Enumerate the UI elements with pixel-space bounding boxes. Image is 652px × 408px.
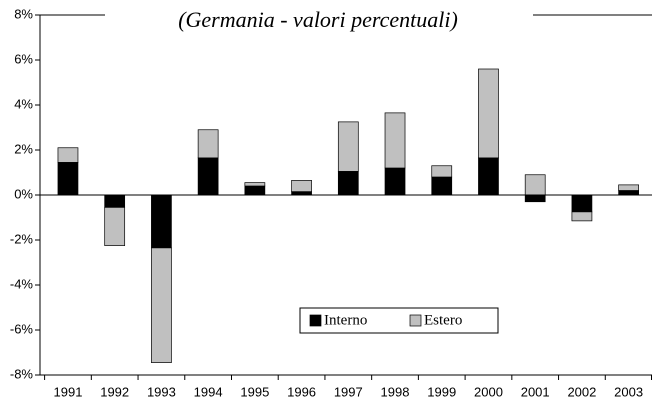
x-tick-label: 1999 [427, 384, 456, 399]
x-tick-label: 1996 [287, 384, 316, 399]
bar-segment [151, 247, 172, 363]
bar-segment [618, 190, 639, 196]
bar-segment [384, 167, 406, 196]
x-tick-label: 1997 [334, 384, 363, 399]
y-tick-label: -6% [10, 321, 34, 336]
bar-segment [478, 157, 499, 196]
bar-segment [197, 157, 219, 196]
bar-segment [618, 184, 639, 191]
x-tick-label: 2001 [521, 384, 550, 399]
bar-segment [384, 112, 406, 169]
bar-segment [337, 171, 359, 196]
x-tick-label: 1998 [381, 384, 410, 399]
bar-segment [57, 162, 79, 196]
x-tick-label: 1995 [240, 384, 269, 399]
bar-segment [244, 182, 266, 187]
bar-segment [291, 180, 312, 192]
legend-box [299, 307, 499, 334]
legend-swatch [409, 314, 422, 327]
bar-segment [571, 194, 593, 213]
legend-label: Interno [324, 312, 367, 328]
x-tick-label: 2000 [474, 384, 503, 399]
chart-title: (Germania - valori percentuali) [178, 7, 458, 32]
x-tick-label: 1994 [194, 384, 223, 399]
bar-segment [524, 174, 546, 196]
y-tick-label: 2% [14, 141, 33, 156]
x-tick-label: 2003 [614, 384, 643, 399]
bar-segment [104, 194, 126, 208]
y-tick-label: 0% [14, 186, 33, 201]
bar-segment [291, 191, 312, 196]
y-tick-label: -2% [10, 231, 34, 246]
y-tick-label: -4% [10, 276, 34, 291]
bar-segment [524, 194, 546, 203]
legend-swatch [309, 314, 322, 327]
y-tick-label: 8% [14, 6, 33, 21]
bar-segment [57, 147, 79, 163]
bar-segment [244, 185, 266, 196]
bar-segment [337, 121, 359, 172]
bar-segment [197, 129, 219, 159]
bar-segment [151, 194, 172, 249]
bar-segment [571, 211, 593, 222]
x-tick-label: 1991 [54, 384, 83, 399]
bar-segment [431, 176, 453, 196]
y-tick-label: 4% [14, 96, 33, 111]
bar-segment [431, 165, 453, 178]
x-tick-label: 2002 [567, 384, 596, 399]
x-tick-label: 1992 [100, 384, 129, 399]
bar-segment [104, 207, 126, 246]
bar-segment [478, 68, 499, 159]
x-tick-label: 1993 [147, 384, 176, 399]
legend-label: Estero [424, 312, 462, 328]
y-tick-label: 6% [14, 51, 33, 66]
y-tick-label: -8% [10, 366, 34, 381]
